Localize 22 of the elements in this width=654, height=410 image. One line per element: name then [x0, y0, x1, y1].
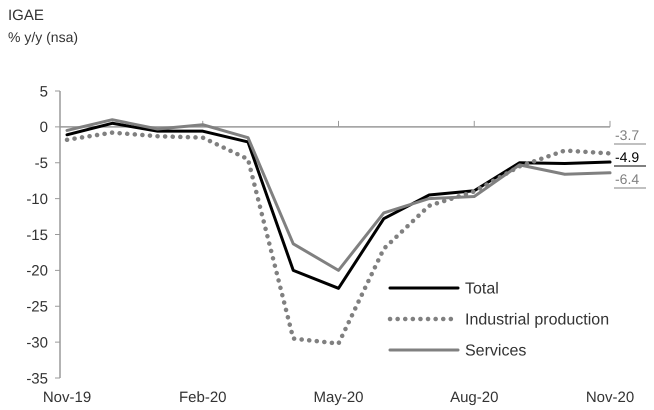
- legend-label: Industrial production: [465, 312, 610, 329]
- chart-subtitle: % y/y (nsa): [8, 29, 78, 45]
- x-tick-label: Nov-20: [586, 389, 634, 406]
- x-tick-label: Nov-19: [42, 389, 92, 406]
- y-tick-label: -35: [26, 370, 48, 388]
- y-tick-label: 5: [40, 83, 48, 100]
- data-label: -3.7: [615, 127, 640, 143]
- y-tick-label: -25: [26, 298, 48, 316]
- legend-label: Services: [465, 342, 526, 360]
- data-label: -4.9: [615, 149, 640, 165]
- data-label: -6.4: [615, 171, 640, 187]
- x-tick-label: May-20: [313, 389, 364, 406]
- x-tick-label: Feb-20: [178, 389, 227, 406]
- y-tick-label: -10: [26, 190, 48, 208]
- x-tick-label: Aug-20: [450, 389, 498, 406]
- y-tick-label: -20: [26, 262, 48, 280]
- y-tick-label: -15: [26, 226, 48, 244]
- chart-title: IGAE: [8, 7, 44, 24]
- y-tick-label: 0: [40, 119, 48, 136]
- y-tick-label: -5: [34, 155, 48, 172]
- legend-label: Total: [465, 280, 499, 298]
- y-tick-label: -30: [26, 334, 48, 352]
